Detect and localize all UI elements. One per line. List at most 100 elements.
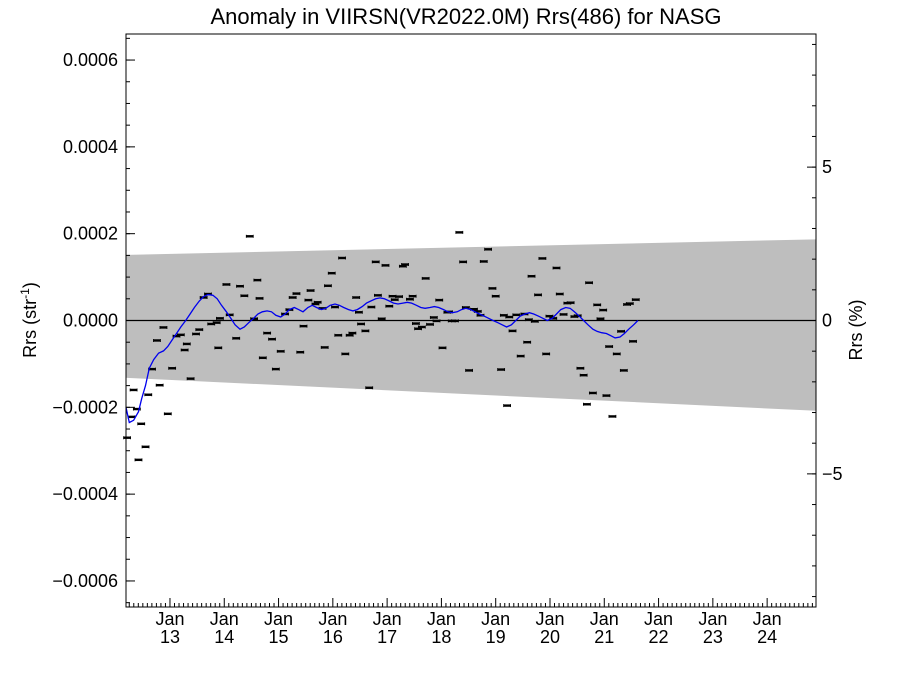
x-tick-label-month: Jan: [590, 609, 619, 629]
x-tick-label-year: 20: [540, 627, 560, 647]
data-point: [288, 295, 297, 299]
x-tick-label-year: 14: [214, 627, 234, 647]
data-point: [566, 301, 575, 305]
anomaly-points: [123, 230, 640, 462]
data-point: [127, 415, 136, 419]
data-point: [141, 445, 150, 449]
data-point: [377, 317, 386, 321]
data-point: [576, 366, 585, 370]
data-point: [357, 322, 365, 326]
y2-axis: −5 0 5: [807, 43, 843, 598]
data-point: [341, 352, 350, 356]
data-point: [573, 314, 582, 318]
data-point: [588, 391, 597, 395]
x-tick-label-month: Jan: [753, 609, 782, 629]
data-point: [459, 260, 468, 264]
plot-area: [123, 230, 816, 462]
data-point: [585, 281, 593, 285]
data-point: [555, 292, 564, 296]
data-point: [255, 296, 264, 300]
data-point: [271, 367, 280, 371]
data-point: [331, 305, 339, 309]
data-point: [426, 322, 434, 326]
data-point: [195, 328, 204, 332]
data-point: [534, 293, 542, 297]
x-tick-label-year: 15: [269, 627, 289, 647]
x-tick-label-month: Jan: [644, 609, 673, 629]
data-point: [144, 393, 153, 397]
data-point: [593, 303, 602, 307]
data-point: [134, 458, 143, 462]
data-point: [461, 305, 470, 309]
y-tick-label: −0.0002: [52, 397, 118, 417]
data-point: [276, 349, 285, 353]
data-point: [432, 319, 441, 323]
data-point: [320, 345, 329, 349]
data-point: [373, 293, 382, 297]
data-point: [583, 402, 591, 406]
data-point: [497, 368, 506, 372]
data-point: [599, 308, 608, 312]
data-point: [163, 412, 172, 416]
data-point: [608, 414, 617, 418]
x-tick-label-year: 19: [486, 627, 506, 647]
data-point: [240, 294, 249, 298]
data-point: [491, 294, 500, 298]
data-point: [245, 234, 254, 238]
data-point: [381, 263, 390, 267]
x-tick-label-month: Jan: [373, 609, 402, 629]
data-point: [180, 348, 189, 352]
x-tick-label-month: Jan: [155, 609, 184, 629]
data-point: [388, 294, 397, 298]
data-point: [222, 282, 231, 286]
data-point: [542, 352, 551, 356]
data-point: [523, 340, 532, 344]
data-point: [417, 325, 426, 329]
data-point: [421, 276, 430, 280]
data-point: [216, 316, 224, 320]
data-point: [484, 247, 493, 251]
data-point: [429, 315, 438, 319]
chart-title: Anomaly in VIIRSN(VR2022.0M) Rrs(486) fo…: [210, 4, 721, 29]
x-tick-label-month: Jan: [535, 609, 564, 629]
data-point: [602, 394, 611, 398]
data-point: [212, 321, 221, 325]
data-point: [334, 333, 343, 337]
data-point: [296, 350, 305, 354]
data-point: [159, 325, 168, 329]
data-point: [503, 404, 512, 408]
data-point: [214, 346, 223, 350]
data-point: [250, 317, 259, 321]
data-point: [619, 368, 628, 372]
data-point: [371, 260, 380, 264]
data-point: [612, 352, 621, 356]
x-tick-label-month: Jan: [210, 609, 239, 629]
data-point: [306, 289, 315, 293]
data-point: [390, 298, 399, 302]
data-point: [527, 274, 536, 278]
data-point: [186, 377, 195, 381]
data-point: [232, 336, 241, 340]
y-axis-label-close: ): [20, 282, 40, 288]
data-point: [354, 310, 363, 314]
x-tick-label-year: 18: [431, 627, 451, 647]
data-point: [605, 345, 614, 349]
data-point: [451, 319, 459, 323]
y-axis-label-sup: -1: [18, 288, 32, 299]
x-tick-label-year: 22: [649, 627, 669, 647]
y-axis: −0.0006 −0.0004 −0.0002 0.0000 0.0002 0.0004 0…: [52, 37, 135, 604]
y-axis-label-main: Rrs (str: [20, 299, 40, 358]
data-point: [629, 339, 637, 343]
x-tick-label-month: Jan: [318, 609, 347, 629]
data-point: [617, 329, 626, 333]
x-tick-label-month: Jan: [698, 609, 727, 629]
data-point: [268, 337, 276, 341]
data-point: [505, 315, 514, 319]
data-point: [559, 312, 568, 316]
data-point: [137, 422, 146, 426]
y2-tick-label: −5: [822, 464, 843, 484]
data-point: [596, 317, 605, 321]
data-point: [176, 333, 185, 337]
data-point: [129, 388, 138, 392]
